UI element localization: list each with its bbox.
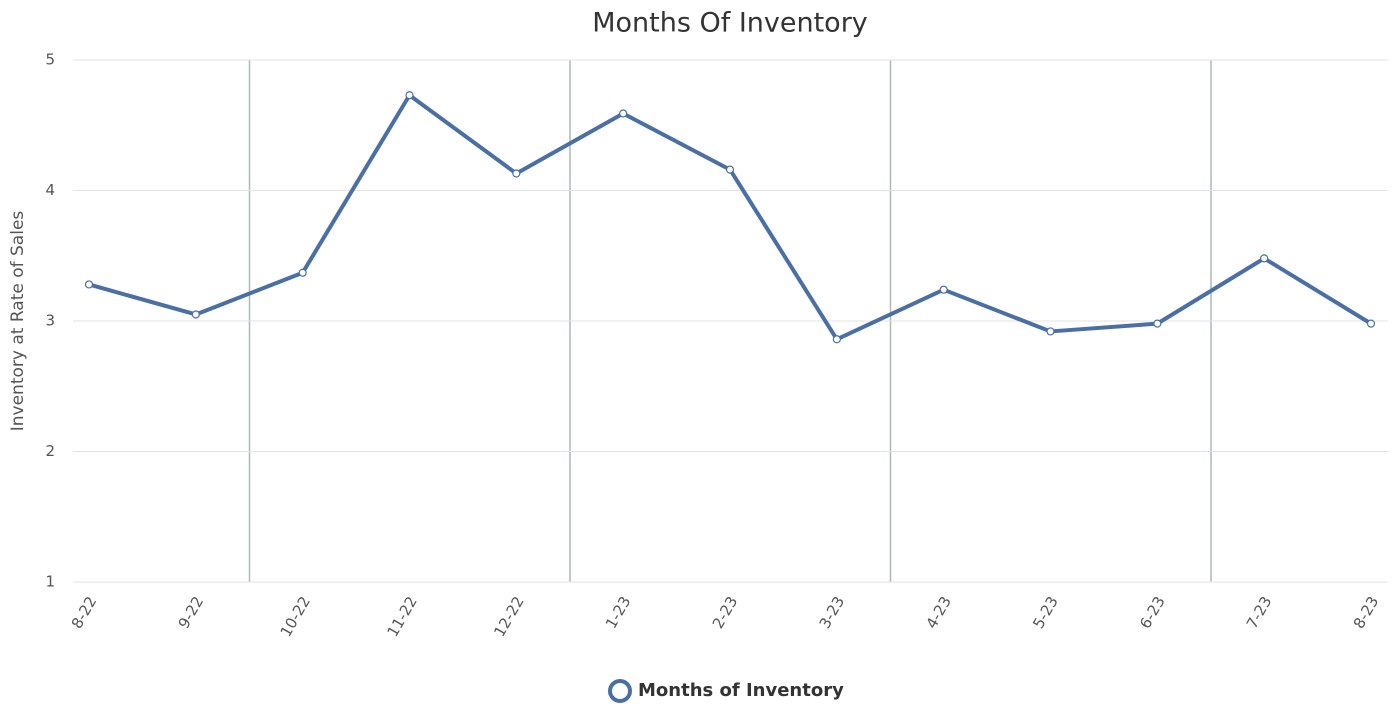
legend: Months of Inventory xyxy=(608,679,844,703)
data-point xyxy=(405,91,414,100)
data-point xyxy=(1366,319,1376,328)
x-tick-label: 7-23 xyxy=(1243,593,1276,631)
y-axis-title: Inventory at Rate of Sales xyxy=(8,211,28,432)
data-point xyxy=(191,310,200,319)
data-point xyxy=(512,169,521,178)
x-tick-label: 10-22 xyxy=(277,593,314,640)
y-tick-label: 3 xyxy=(45,312,55,330)
x-tick-label: 6-23 xyxy=(1136,593,1169,631)
legend-label: Months of Inventory xyxy=(638,680,844,701)
data-point xyxy=(832,335,841,344)
data-point xyxy=(619,109,628,118)
x-tick-label: 8-22 xyxy=(68,593,101,631)
chart-title: Months Of Inventory xyxy=(592,8,868,39)
data-point xyxy=(298,268,307,277)
x-tick-label: 12-22 xyxy=(490,593,527,640)
data-point xyxy=(1153,319,1162,328)
x-tick-label: 9-22 xyxy=(175,593,208,631)
y-tick-label: 5 xyxy=(45,51,55,69)
x-tick-label: 5-23 xyxy=(1029,593,1062,631)
data-point xyxy=(1046,327,1055,336)
x-tick-label: 1-23 xyxy=(602,593,635,631)
x-tick-label: 2-23 xyxy=(709,593,742,631)
data-point xyxy=(725,165,735,174)
data-point xyxy=(939,285,948,294)
data-point xyxy=(84,280,94,289)
y-tick-label: 1 xyxy=(45,573,55,591)
x-tick-label: 4-23 xyxy=(922,593,955,631)
legend-marker xyxy=(608,679,632,703)
series-line xyxy=(88,93,1373,342)
x-tick-label: 11-22 xyxy=(383,593,420,640)
x-tick-label: 3-23 xyxy=(816,593,849,631)
y-tick-label: 2 xyxy=(45,442,55,460)
y-tick-label: 4 xyxy=(45,181,55,199)
x-tick-label: 8-23 xyxy=(1350,593,1383,631)
data-point xyxy=(1260,254,1269,263)
